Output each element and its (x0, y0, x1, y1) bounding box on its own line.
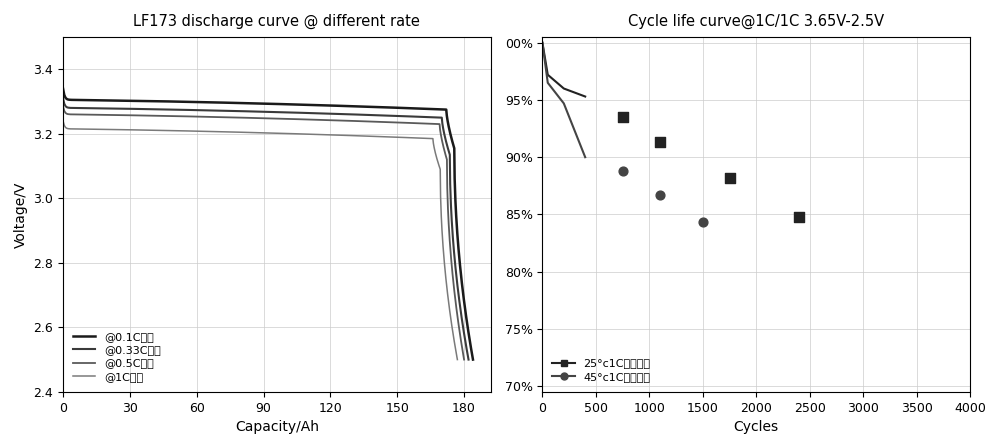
Point (791, 213, 807, 220)
X-axis label: Capacity/Ah: Capacity/Ah (235, 420, 319, 434)
Title: LF173 discharge curve @ different rate: LF173 discharge curve @ different rate (133, 14, 420, 29)
Point (615, 168, 631, 175)
Point (722, 174, 738, 181)
Legend: @0.1C放电, @0.33C放电, @0.5C放电, @1C放电: @0.1C放电, @0.33C放电, @0.5C放电, @1C放电 (69, 327, 165, 386)
Point (615, 113, 631, 121)
Y-axis label: Voltage/V: Voltage/V (14, 181, 28, 248)
Point (695, 219, 711, 226)
Point (652, 191, 668, 198)
Point (652, 139, 668, 146)
Title: Cycle life curve@1C/1C 3.65V-2.5V: Cycle life curve@1C/1C 3.65V-2.5V (628, 14, 884, 29)
Legend: 25°c1C夹具循环, 45°c1C夹具循环: 25°c1C夹具循环, 45°c1C夹具循环 (548, 354, 655, 386)
X-axis label: Cycles: Cycles (734, 420, 779, 434)
